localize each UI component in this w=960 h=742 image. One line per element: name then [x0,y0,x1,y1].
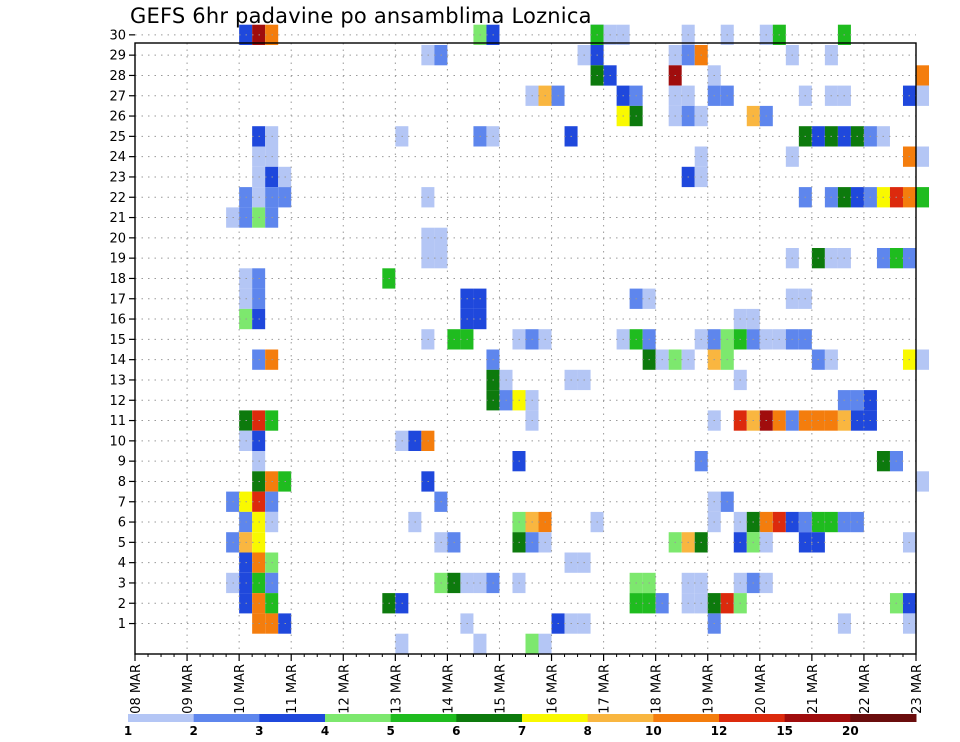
y-tick-label: 6 [118,516,126,531]
y-tick-label: 11 [109,414,126,429]
x-tick-label: 19 MAR [702,664,717,714]
colorbar-swatch [193,714,260,722]
x-tick-label: 14 MAR [441,664,456,714]
x-axis: 08 MAR 09 MAR 10 MAR 11 MAR 12 MAR 13 MAR 14 M… [129,654,925,714]
y-tick-label: 27 [109,89,126,104]
colorbar-label: 5 [386,724,394,738]
y-tick-label: 10 [109,434,126,449]
colorbar-label: 20 [842,724,859,738]
x-tick-label: 15 MAR [493,664,508,714]
colorbar-label: 6 [452,724,460,738]
x-tick-label: 11 MAR [285,664,300,714]
y-tick-label: 9 [118,455,126,470]
colorbar-label: 2 [189,724,197,738]
heatmap-cell [525,633,539,654]
colorbar-swatch [390,714,457,722]
colorbar-swatch [587,714,654,722]
y-tick-label: 14 [109,353,126,368]
x-tick-label: 20 MAR [754,664,769,714]
colorbar-swatch [850,714,917,722]
colorbar-label: 1 [124,724,132,738]
x-tick-label: 10 MAR [233,664,248,714]
heatmap-cell [916,146,930,167]
colorbar-swatch [719,714,786,722]
y-tick-label: 8 [118,475,126,490]
heatmap-cell [538,633,552,654]
colorbar-swatch [653,714,720,722]
heatmap-cell [916,471,930,492]
y-tick-label: 18 [109,272,126,287]
x-tick-label: 08 MAR [129,664,144,714]
heatmap-cell [395,633,409,654]
x-tick-label: 18 MAR [650,664,665,714]
x-tick-label: 13 MAR [389,664,404,714]
x-tick-label: 22 MAR [858,664,873,714]
x-tick-label: 12 MAR [337,664,352,714]
colorbar-swatch [522,714,589,722]
colorbar-legend: 1 2 3 4 5 6 7 8 10 12 15 20 [124,714,917,738]
y-tick-label: 30 [109,28,126,43]
y-tick-label: 4 [118,556,126,571]
y-tick-label: 5 [118,536,126,551]
y-tick-label: 21 [109,211,126,226]
heatmap-cell [916,65,930,86]
y-tick-label: 13 [109,373,126,388]
x-tick-label: 17 MAR [598,664,613,714]
colorbar-swatch [456,714,523,722]
y-tick-label: 16 [109,313,126,328]
chart-title: GEFS 6hr padavine po ansamblima Loznica [130,4,592,28]
x-tick-label: 21 MAR [806,664,821,714]
y-tick-label: 24 [109,150,126,165]
y-tick-label: 17 [109,292,126,307]
y-tick-label: 26 [109,110,126,125]
x-tick-label: 16 MAR [546,664,561,714]
colorbar-label: 12 [711,724,728,738]
colorbar-swatch [325,714,392,722]
y-tick-label: 20 [109,231,126,246]
colorbar-swatch [784,714,851,722]
colorbar-label: 10 [645,724,662,738]
y-tick-label: 23 [109,170,126,185]
colorbar-label: 8 [583,724,591,738]
colorbar-label: 15 [776,724,793,738]
colorbar-label: 4 [321,724,329,738]
heatmap-cell [473,633,487,654]
y-axis: 1234567891011121314151617181920212223242… [109,28,135,632]
y-tick-label: 1 [118,617,126,632]
y-tick-label: 25 [109,130,126,145]
heatmap-cell [916,187,930,208]
x-tick-label: 09 MAR [181,664,196,714]
colorbar-swatch [128,714,195,722]
colorbar-swatch [259,714,326,722]
y-tick-label: 2 [118,597,126,612]
y-tick-label: 29 [109,49,126,64]
x-tick-label: 23 MAR [910,664,925,714]
y-tick-label: 12 [109,394,126,409]
y-tick-label: 7 [118,495,126,510]
heatmap-cell [916,85,930,106]
y-tick-label: 22 [109,191,126,206]
y-tick-label: 28 [109,69,126,84]
colorbar-label: 7 [518,724,526,738]
grid-lines [135,34,916,654]
colorbar-label: 3 [255,724,263,738]
y-tick-label: 19 [109,252,126,267]
y-tick-label: 15 [109,333,126,348]
y-tick-label: 3 [118,576,126,591]
heatmap-cell [916,349,930,370]
